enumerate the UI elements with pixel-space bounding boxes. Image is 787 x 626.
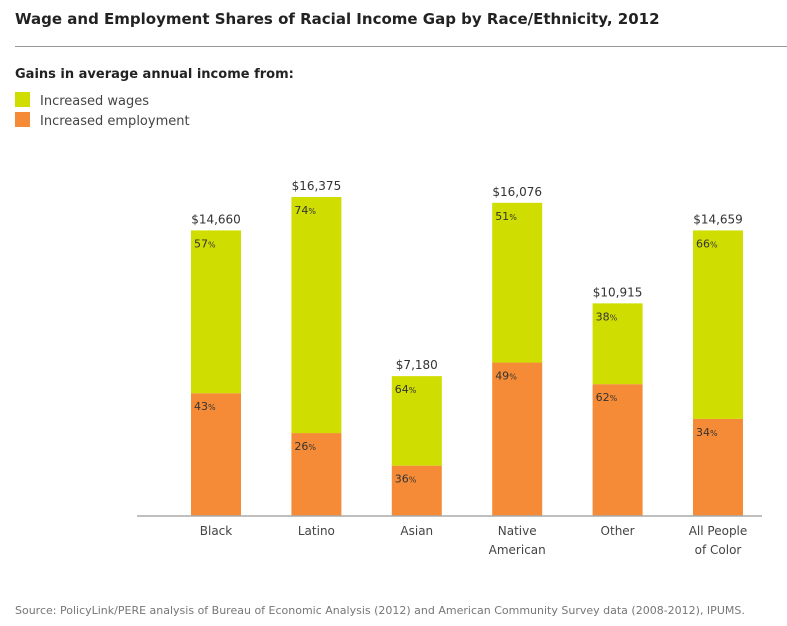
bar-employment xyxy=(492,362,543,516)
bar-employment xyxy=(191,393,241,516)
legend-label-employment: Increased employment xyxy=(40,114,190,129)
wages-percent-label: 51% xyxy=(495,210,517,223)
chart-title: Wage and Employment Shares of Racial Inc… xyxy=(15,10,660,28)
employment-percent-label: 34% xyxy=(696,426,718,439)
category-label: Asian xyxy=(400,524,433,538)
wages-percent-label: 66% xyxy=(696,237,718,250)
employment-percent-label: 26% xyxy=(294,440,316,453)
employment-percent-label: 62% xyxy=(596,391,618,404)
category-label: American xyxy=(489,543,546,557)
total-label: $14,660 xyxy=(191,212,241,226)
legend-item-employment: Increased employment xyxy=(15,112,190,129)
total-label: $16,076 xyxy=(492,185,542,199)
bar-employment xyxy=(391,465,442,516)
divider xyxy=(15,46,787,47)
total-label: $16,375 xyxy=(292,179,342,193)
category-label: of Color xyxy=(695,543,742,557)
bar-employment xyxy=(693,418,743,516)
category-label: Other xyxy=(601,524,635,538)
employment-percent-label: 43% xyxy=(194,400,216,413)
bar-wages xyxy=(492,202,543,363)
source-note: Source: PolicyLink/PERE analysis of Bure… xyxy=(15,604,745,617)
legend-title: Gains in average annual income from: xyxy=(15,67,294,82)
employment-percent-label: 36% xyxy=(395,473,417,486)
wages-percent-label: 64% xyxy=(395,383,417,396)
wages-percent-label: 74% xyxy=(294,204,316,217)
category-label: Native xyxy=(498,524,537,538)
total-label: $10,915 xyxy=(593,285,643,299)
legend-item-wages: Increased wages xyxy=(15,92,149,109)
bar-wages xyxy=(191,230,241,394)
bar-wages xyxy=(291,197,342,434)
category-label: All People xyxy=(689,524,748,538)
bar-employment xyxy=(592,384,643,516)
bar-wages xyxy=(391,376,442,466)
legend-label-wages: Increased wages xyxy=(40,94,150,109)
total-label: $7,180 xyxy=(396,358,438,372)
total-label: $14,659 xyxy=(693,212,743,226)
legend-swatch-employment xyxy=(15,112,30,127)
bar-wages xyxy=(693,230,743,419)
legend-swatch-wages xyxy=(15,92,30,107)
wages-percent-label: 38% xyxy=(596,310,618,323)
category-label: Latino xyxy=(298,524,335,538)
bar-employment xyxy=(291,433,342,516)
plot-area: $14,660 57% 43% Black $16,375 74% 26% Latino $7,… xyxy=(137,179,762,557)
bar-wages xyxy=(592,303,643,385)
employment-percent-label: 49% xyxy=(495,370,517,383)
wages-percent-label: 57% xyxy=(194,237,216,250)
category-label: Black xyxy=(200,524,233,538)
